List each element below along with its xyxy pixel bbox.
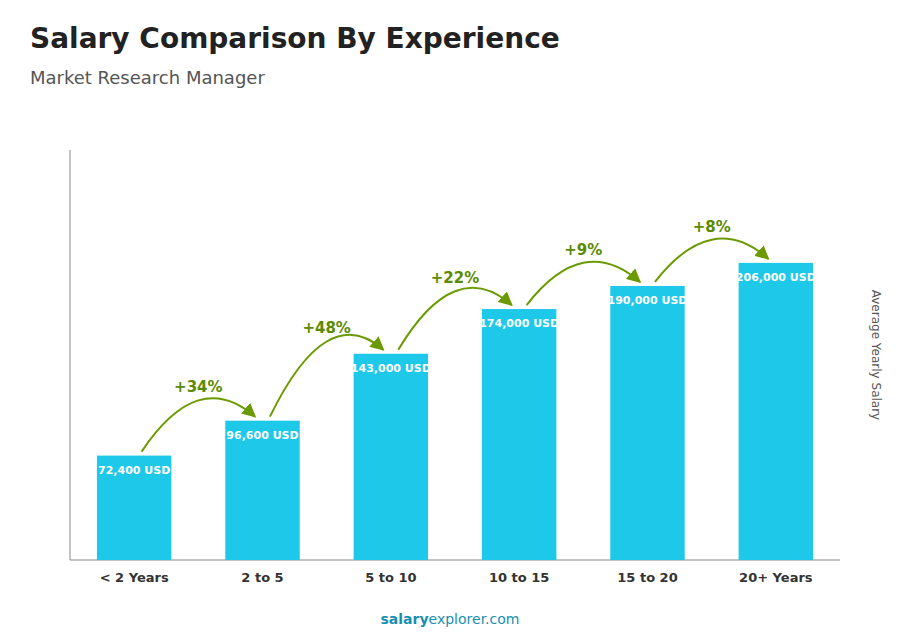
x-tick-label: 20+ Years: [739, 570, 813, 585]
data-label: 190,000 USD: [608, 294, 688, 307]
title: Salary Comparison By Experience: [30, 22, 560, 55]
bars: [97, 263, 813, 560]
chart-container: Salary Comparison By Experience Market Re…: [0, 0, 900, 641]
subtitle: Market Research Manager: [30, 67, 265, 88]
annotation: +34%: [174, 378, 222, 396]
annotation: +48%: [302, 319, 350, 337]
data-label: 96,600 USD: [226, 429, 298, 442]
x-tick-label: 2 to 5: [241, 570, 283, 585]
bar: [354, 354, 428, 560]
x-axis-line: [70, 560, 840, 561]
bar: [97, 456, 171, 560]
change-arrow: [142, 398, 255, 451]
bar: [739, 263, 813, 560]
data-label: 143,000 USD: [351, 362, 431, 375]
change-arrow: [655, 239, 768, 282]
change-arrow: [398, 288, 511, 350]
x-tick-label: < 2 Years: [100, 570, 169, 585]
annotation: +9%: [564, 241, 602, 259]
x-tick-label: 10 to 15: [489, 570, 549, 585]
data-label: 206,000 USD: [736, 271, 816, 284]
x-tick-label: 15 to 20: [617, 570, 677, 585]
y-axis-line: [70, 150, 71, 560]
footer-regular: explorer.com: [429, 611, 520, 627]
bar: [482, 309, 556, 560]
bar: [610, 286, 684, 560]
change-arrow: [527, 262, 640, 305]
bar: [225, 421, 299, 560]
x-tick-label: 5 to 10: [365, 570, 416, 585]
data-label: 174,000 USD: [479, 317, 559, 330]
data-label: 72,400 USD: [98, 464, 170, 477]
footer: salaryexplorer.com: [381, 611, 520, 627]
annotation: +22%: [431, 269, 479, 287]
annotation: +8%: [693, 218, 731, 236]
footer-bold: salary: [381, 611, 429, 627]
change-arrow: [270, 335, 383, 417]
chart: Salary Comparison By Experience Market Re…: [0, 0, 900, 641]
y-axis-label: Average Yearly Salary: [869, 290, 883, 420]
